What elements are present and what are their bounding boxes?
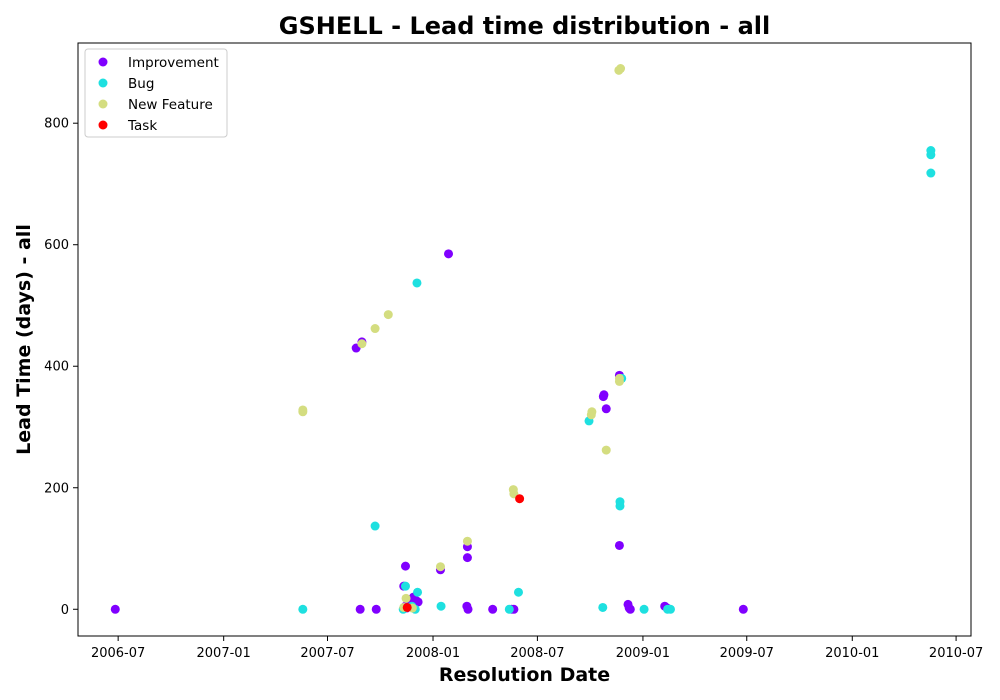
x-axis-label: Resolution Date [439,664,610,686]
x-tick-label: 2010-07 [929,646,983,661]
data-point [598,602,608,612]
x-tick-label: 2007-07 [300,646,354,661]
y-tick-label: 400 [44,360,69,375]
legend-marker [98,78,108,88]
data-point [504,604,514,614]
data-point [436,601,446,611]
data-point [615,501,625,511]
y-tick-label: 0 [61,603,69,618]
x-axis: 2006-07 2007-01 2007-07 2008-01 2008-07 2009-… [91,636,983,661]
data-point [401,593,411,603]
data-point [738,604,748,614]
data-point [383,310,393,320]
legend-marker [98,120,108,130]
data-point [513,587,523,597]
series-task [402,494,525,612]
data-point [515,494,525,504]
data-point [435,562,445,572]
data-point [601,445,611,455]
y-axis: 0 200 400 600 800 [44,117,78,618]
data-point [488,604,498,614]
data-point [413,597,423,607]
data-point [444,249,454,259]
data-point [370,324,380,334]
data-point [355,604,365,614]
data-point [639,604,649,614]
legend-label: Improvement [128,55,219,71]
data-point [110,604,120,614]
data-point [614,376,624,386]
legend-marker [98,99,108,109]
data-point [587,407,597,417]
legend-label: Bug [128,76,154,92]
x-tick-label: 2008-01 [406,646,460,661]
data-point [616,64,626,74]
plot-frame [77,42,972,637]
chart-title: GSHELL - Lead time distribution - all [279,12,770,40]
series-improvement [110,249,748,614]
data-point [370,521,380,531]
data-point [298,604,308,614]
legend-box [84,48,228,138]
x-tick-label: 2009-01 [616,646,670,661]
x-tick-label: 2010-01 [825,646,879,661]
data-point [599,390,609,400]
x-tick-label: 2006-07 [91,646,145,661]
y-tick-label: 200 [44,481,69,496]
legend: Improvement Bug New Feature Task [84,48,228,138]
data-point [926,168,936,178]
x-tick-label: 2009-07 [720,646,774,661]
data-point [357,339,367,349]
legend-label: New Feature [128,97,213,113]
series-new-feature [298,64,626,613]
legend-label: Task [127,118,157,134]
data-point [665,604,675,614]
data-point [625,604,635,614]
y-tick-label: 800 [44,117,69,132]
legend-marker [98,57,108,67]
y-axis-label: Lead Time (days) - all [13,224,35,455]
data-point [371,604,381,614]
y-tick-label: 600 [44,238,69,253]
data-point [400,581,410,591]
data-point [462,553,472,563]
data-point [601,404,611,414]
data-point [413,587,423,597]
data-point [614,540,624,550]
data-point [462,536,472,546]
data-point [926,150,936,160]
data-point [402,602,412,612]
data-point [463,604,473,614]
data-point [400,561,410,571]
x-tick-label: 2008-07 [510,646,564,661]
data-point [298,407,308,417]
data-point [412,278,422,288]
points-layer [110,64,936,614]
x-tick-label: 2007-01 [197,646,251,661]
